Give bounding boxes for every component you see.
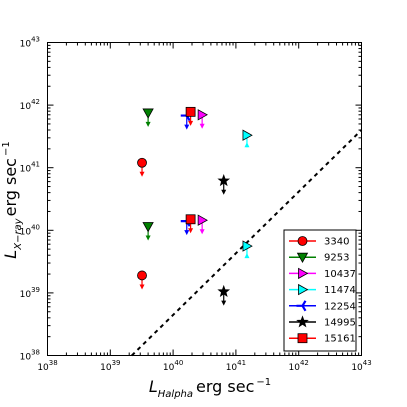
legend-marker — [296, 252, 309, 264]
legend-marker — [296, 315, 309, 328]
limit-arrow-head — [188, 120, 194, 126]
legend-marker — [297, 333, 308, 344]
y-tick-label: 1042 — [20, 98, 40, 112]
y-tick-label: 1040 — [20, 223, 40, 237]
legend-label: 3340 — [324, 237, 349, 248]
series-9253 — [142, 108, 154, 241]
limit-arrow-head — [199, 123, 205, 129]
legend-marker — [298, 283, 309, 296]
x-tick-label: 1042 — [289, 359, 309, 373]
y-tick-label: 1041 — [20, 161, 40, 175]
data-point — [217, 174, 231, 187]
legend-marker — [297, 236, 308, 246]
series-10437 — [197, 109, 208, 235]
legend-label: 12254 — [324, 301, 356, 312]
y-tick-label: 1043 — [20, 36, 40, 50]
limit-arrow-head — [244, 142, 250, 148]
series-11474 — [242, 129, 253, 259]
limit-arrow-head — [184, 230, 190, 236]
legend-marker — [298, 267, 309, 280]
limit-arrow-head — [184, 124, 190, 130]
limit-arrow-head — [139, 284, 145, 290]
x-tick-label: 1038 — [37, 359, 57, 373]
data-point — [137, 270, 147, 281]
legend-label: 10437 — [324, 269, 356, 280]
data-point — [197, 214, 208, 226]
y-tick-label: 1039 — [20, 286, 40, 300]
limit-arrow-head — [145, 121, 151, 127]
limit-arrow-head — [145, 235, 151, 241]
data-point — [197, 109, 208, 121]
data-point — [185, 106, 196, 117]
limit-arrow-head — [199, 229, 205, 235]
limit-arrow-head — [139, 171, 145, 177]
data-point — [242, 129, 253, 141]
data-point — [137, 157, 147, 168]
legend-marker — [296, 300, 307, 312]
limit-arrow-head — [221, 300, 227, 306]
limit-arrow-head — [221, 189, 227, 195]
x-tick-label: 1040 — [163, 359, 183, 373]
x-tick-label: 1041 — [226, 359, 246, 373]
series-14995 — [217, 174, 231, 306]
data-point — [217, 284, 231, 297]
limit-arrow-head — [188, 228, 194, 234]
legend-label: 14995 — [324, 318, 356, 329]
y-axis-label: LX−rayerg sec−1 — [1, 141, 24, 258]
data-point — [142, 222, 154, 233]
x-tick-label: 1043 — [351, 359, 371, 373]
data-point — [242, 240, 253, 252]
legend-label: 15161 — [324, 334, 356, 345]
y-tick-label: 1038 — [20, 349, 40, 363]
x-tick-label: 1039 — [100, 359, 120, 373]
legend-label: 11474 — [324, 285, 356, 296]
legend-label: 9253 — [324, 253, 349, 264]
x-axis-label: LHalpha erg sec −1 — [149, 377, 271, 400]
legend-frame — [283, 229, 357, 352]
data-point — [142, 108, 154, 119]
series-15161 — [185, 106, 196, 234]
legend: 3340 9253 10437 11474 12254 14995 15161 — [283, 229, 357, 352]
data-point — [185, 214, 196, 225]
series-3340 — [137, 157, 147, 290]
limit-arrow-head — [244, 253, 250, 259]
